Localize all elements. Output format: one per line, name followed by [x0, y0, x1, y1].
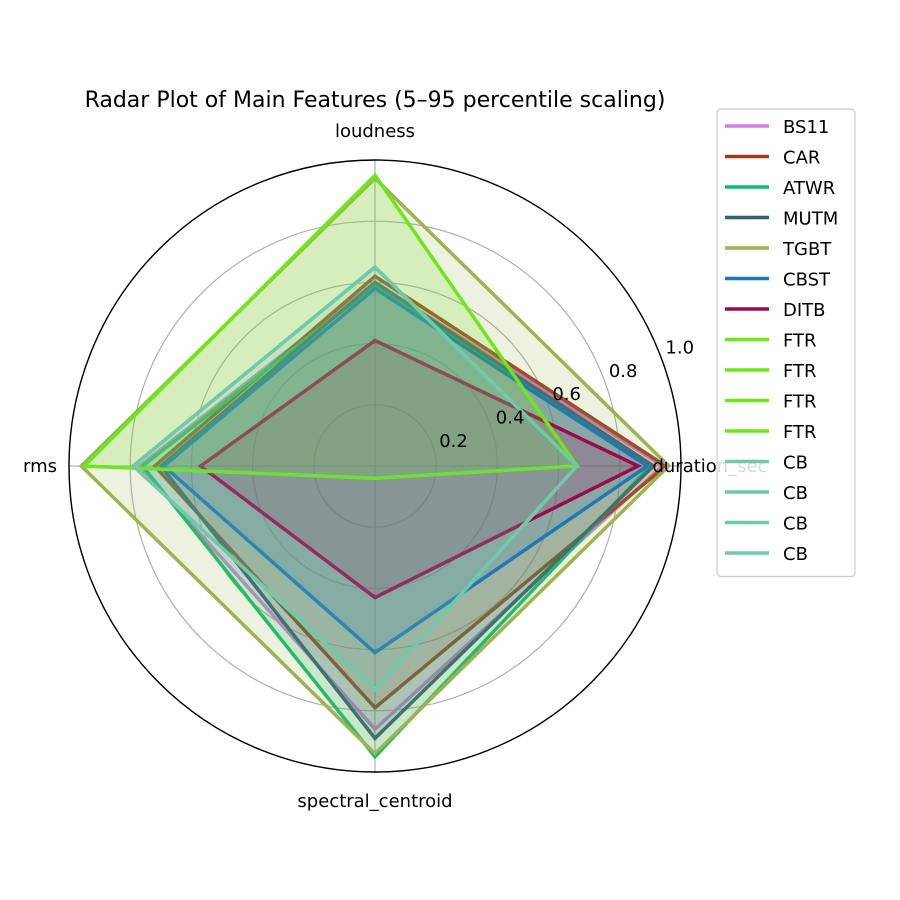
- legend-label: CB: [783, 483, 808, 504]
- series-polygon-cb: [130, 264, 580, 692]
- legend-label: FTR: [783, 331, 817, 352]
- legend-label: FTR: [783, 392, 817, 413]
- radial-tick-label: 0.6: [552, 384, 581, 405]
- legend-frame: [716, 108, 856, 578]
- legend-label: TGBT: [782, 239, 832, 260]
- legend-label: ATWR: [783, 178, 835, 199]
- series-polygon-ftr: [80, 172, 581, 480]
- axis-label-loudness: loudness: [335, 121, 415, 142]
- legend-label: CB: [783, 514, 808, 535]
- legend-label: CAR: [783, 148, 820, 169]
- legend: BS11 CAR ATWR MUTM TGBT CBST DITB FTR FTR FTR FTR C…: [716, 108, 856, 578]
- radial-tick-label: 0.8: [609, 361, 638, 382]
- legend-label: BS11: [783, 117, 829, 138]
- series-polygon-atwr: [139, 283, 654, 760]
- series-polygon-ditb: [197, 338, 643, 600]
- radial-tick-label: 1.0: [665, 337, 694, 358]
- series-polygon-tgbt: [78, 175, 672, 757]
- legend-label: FTR: [783, 422, 817, 443]
- legend-label: CBST: [783, 270, 831, 291]
- legend-label: FTR: [783, 361, 817, 382]
- polar-frame: [68, 159, 682, 773]
- radar-series: [78, 172, 672, 760]
- series-polygon-car: [152, 274, 669, 711]
- chart-title: Radar Plot of Main Features (5–95 percen…: [85, 88, 666, 113]
- legend-label: CB: [783, 544, 808, 565]
- legend-label: MUTM: [783, 209, 838, 230]
- radar-grid: [68, 159, 682, 773]
- legend-label: DITB: [783, 300, 826, 321]
- radial-tick-label: 0.2: [439, 431, 468, 452]
- legend-label: CB: [783, 453, 808, 474]
- radial-tick-label: 0.4: [496, 408, 525, 429]
- axis-label-spectral-centroid: spectral_centroid: [297, 791, 452, 812]
- axis-label-rms: rms: [23, 456, 57, 477]
